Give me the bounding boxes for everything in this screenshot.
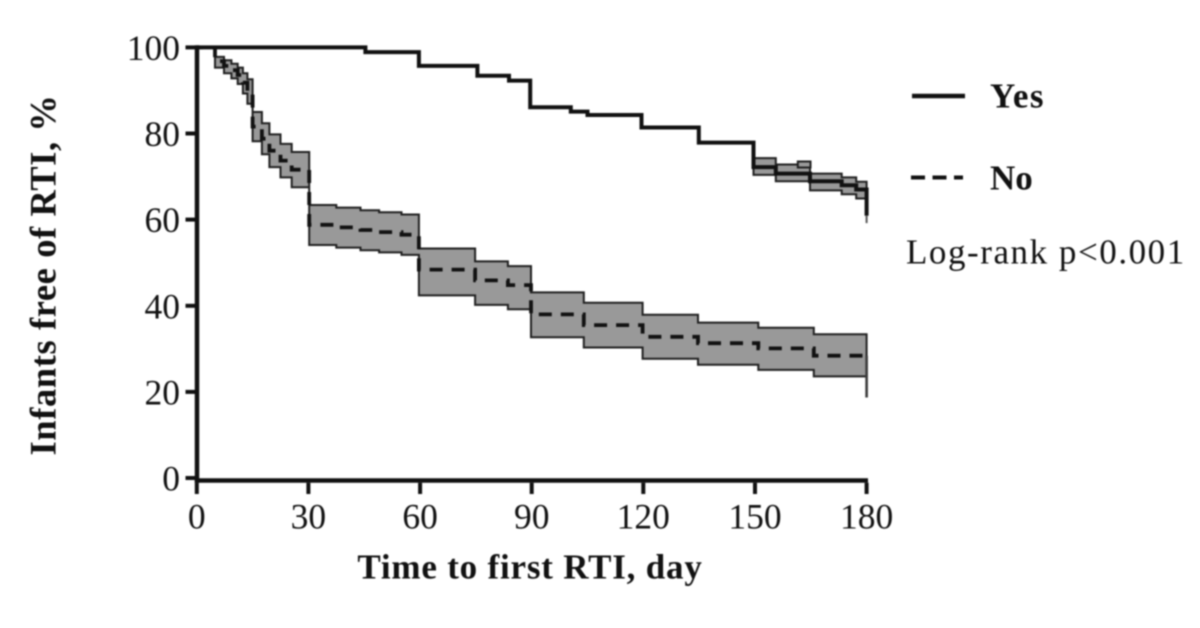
svg-text:Log-rank p<0.001: Log-rank p<0.001: [906, 233, 1186, 272]
svg-text:150: 150: [728, 497, 781, 537]
svg-text:No: No: [990, 159, 1033, 198]
svg-text:90: 90: [514, 497, 550, 537]
svg-text:0: 0: [188, 497, 206, 537]
svg-text:20: 20: [145, 372, 181, 412]
svg-text:Time to first RTI, day: Time to first RTI, day: [357, 548, 702, 587]
svg-text:Infants free of RTI, %: Infants free of RTI, %: [23, 94, 64, 455]
svg-text:Yes: Yes: [990, 77, 1045, 116]
svg-text:60: 60: [145, 200, 181, 240]
svg-text:180: 180: [840, 497, 893, 537]
svg-text:100: 100: [127, 28, 180, 68]
svg-text:0: 0: [162, 459, 180, 499]
svg-text:120: 120: [617, 497, 670, 537]
svg-text:60: 60: [402, 497, 438, 537]
svg-text:80: 80: [145, 114, 181, 154]
svg-text:40: 40: [145, 286, 181, 326]
svg-text:30: 30: [291, 497, 327, 537]
